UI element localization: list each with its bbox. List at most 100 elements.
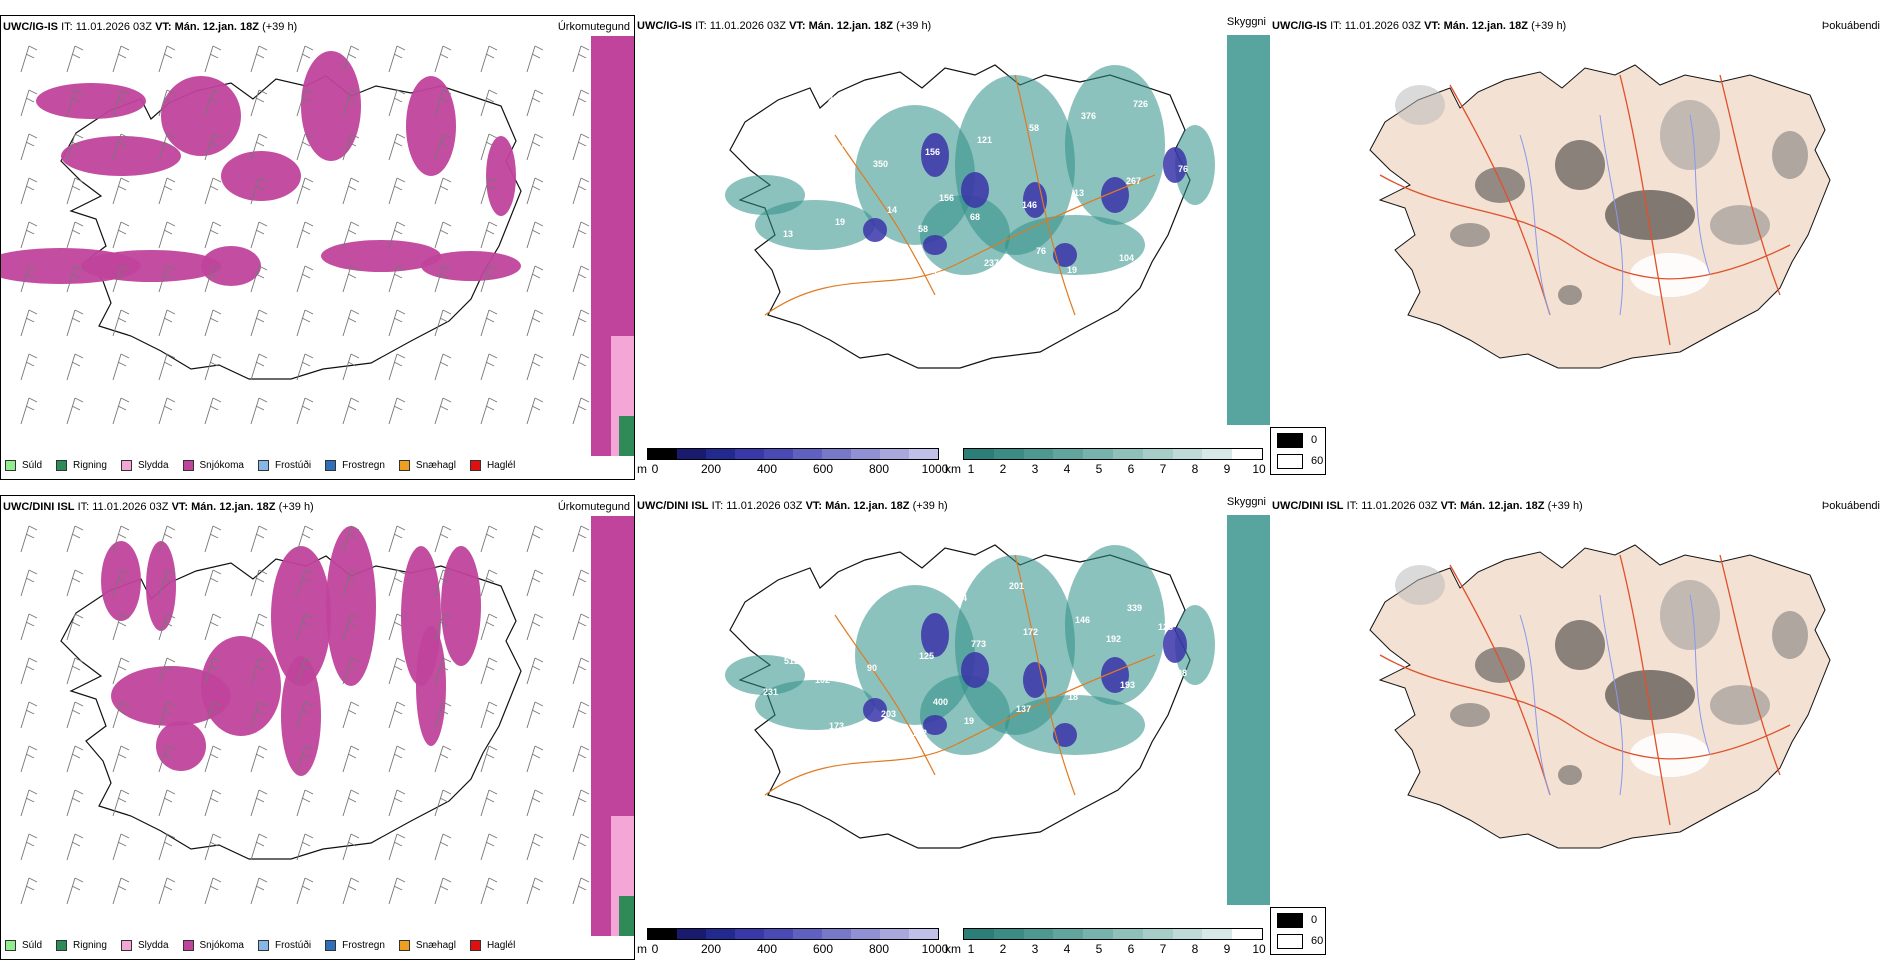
wind-barb: [526, 789, 544, 817]
cloud-base-label: 24: [957, 593, 967, 603]
wind-barb: [250, 45, 268, 73]
wind-barb: [66, 613, 84, 641]
wind-barb: [204, 701, 222, 729]
cloud-base-label: 32: [745, 87, 755, 97]
visibility_bar-tick: 9: [1223, 942, 1231, 956]
fog-index-area: [1450, 703, 1490, 727]
fog-key-low: 0: [1311, 434, 1318, 446]
cloud-base-label: 64: [874, 586, 884, 596]
wind-barb: [572, 221, 590, 249]
cloud-base-label: 156: [939, 193, 954, 203]
wind-barb: [66, 569, 84, 597]
low-cloud-base-area: [1053, 723, 1077, 747]
wind-barb: [434, 397, 452, 425]
wind-barb: [342, 177, 360, 205]
visibility_bar-swatch: [1142, 929, 1173, 939]
wind-barb: [388, 133, 406, 161]
wind-barb: [250, 613, 268, 641]
wind-barb: [112, 45, 130, 73]
cloud-base-label: 730: [978, 762, 993, 772]
cloud-base-label: 128: [1158, 622, 1173, 632]
low-visibility-area: [725, 175, 805, 215]
wind-barb: [158, 657, 176, 685]
wind-barb: [388, 745, 406, 773]
wind-barb: [20, 45, 38, 73]
wind-barb: [112, 569, 130, 597]
legend-item-rigning: Rigning: [56, 939, 107, 951]
wind-barb: [342, 745, 360, 773]
legend-swatch: [257, 459, 269, 471]
wind-barb: [112, 265, 130, 293]
low-cloud-base-area: [1053, 243, 1077, 267]
cloud-base-label: 201: [1009, 581, 1024, 591]
visibility_bar-swatch: [1172, 449, 1203, 459]
legend-label: Súld: [22, 459, 43, 471]
wind-barb: [158, 745, 176, 773]
wind-barb: [572, 657, 590, 685]
wind-barb: [66, 745, 84, 773]
wind-barb: [66, 877, 84, 905]
visibility_bar-tick: 8: [1191, 462, 1199, 476]
legend-swatch: [5, 459, 16, 471]
wind-barb: [158, 613, 176, 641]
cloud-base-label: 18: [1068, 692, 1078, 702]
low-visibility-area: [1065, 65, 1165, 225]
wind-barb: [480, 745, 498, 773]
wind-barb: [158, 309, 176, 337]
wind-barb: [296, 45, 314, 73]
cloud_base_bar-swatch: [648, 929, 677, 939]
visibility_bar-swatch: [1023, 929, 1054, 939]
wind-barb: [572, 701, 590, 729]
legend-swatch: [325, 939, 337, 951]
river-network: [1519, 594, 1711, 796]
wind-barb: [480, 569, 498, 597]
low-visibility-area: [1175, 125, 1215, 205]
road-network: [764, 74, 1156, 316]
cloud_base_bar-swatch: [648, 449, 677, 459]
snow-area: [406, 76, 456, 176]
fog-key-white: [1277, 454, 1303, 469]
visibility_bar-swatch: [1172, 929, 1203, 939]
cloud-base-label: 14: [1061, 569, 1071, 579]
legend-item-haglél: Haglél: [469, 459, 515, 471]
model-name: UWC/DINI ISL: [3, 501, 75, 513]
visibility_bar-swatch: [1232, 929, 1262, 939]
wind-barb: [250, 877, 268, 905]
snow-area: [321, 240, 441, 272]
wind-barb: [296, 877, 314, 905]
snow-area: [161, 76, 241, 156]
cloud-base-label: 14: [887, 205, 897, 215]
cloud-base-label: 94: [1171, 241, 1181, 251]
snow-area: [441, 546, 481, 666]
wind-barb: [526, 833, 544, 861]
cloud-base-label: 13: [783, 229, 793, 239]
wind-barb: [158, 525, 176, 553]
wind-barb: [342, 45, 360, 73]
lead-time: (+39 h): [912, 500, 948, 512]
wind-barb: [388, 877, 406, 905]
visibility_bar-tick: 3: [1031, 462, 1039, 476]
wind-barb: [434, 701, 452, 729]
wind-barb: [296, 89, 314, 117]
wind-barb: [388, 45, 406, 73]
lead-time: (+39 h): [1531, 20, 1567, 32]
wind-barb: [434, 745, 452, 773]
wind-barb: [158, 877, 176, 905]
wind-barb: [342, 309, 360, 337]
precip-map: [1, 496, 634, 959]
wind-barb: [342, 133, 360, 161]
visibility_bar-swatch: [1112, 449, 1143, 459]
cloud-base-label: 104: [1119, 253, 1134, 263]
wind-barb: [250, 221, 268, 249]
legend-label: Frostúði: [274, 459, 312, 471]
vt-value: Mán. 12.jan. 18Z: [1460, 500, 1545, 512]
wind-barb: [296, 133, 314, 161]
cloud-base-label: 90: [867, 663, 877, 673]
cloud-base-label: 773: [971, 639, 986, 649]
wind-barb: [388, 89, 406, 117]
fog-index-area: [1395, 85, 1445, 125]
cloud_base_bar-tick: 400: [756, 462, 778, 476]
vt-label: VT:: [789, 20, 806, 32]
fog-index-area: [1555, 140, 1605, 190]
wind-barb: [204, 353, 222, 381]
